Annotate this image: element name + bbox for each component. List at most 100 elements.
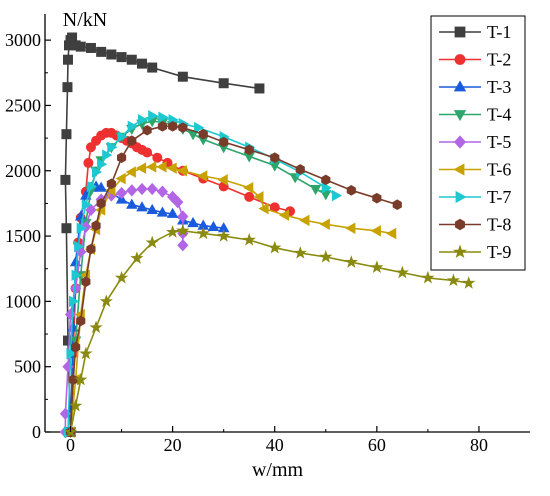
y-tick-label: 2500 xyxy=(5,95,41,115)
legend-box xyxy=(430,15,526,271)
data-point xyxy=(217,229,231,242)
data-point xyxy=(344,255,358,268)
legend-item: T-4 xyxy=(439,105,511,125)
legend-item: T-6 xyxy=(439,160,511,180)
y-tick-label: 1500 xyxy=(5,226,41,246)
data-point xyxy=(244,144,254,156)
data-point xyxy=(106,178,116,190)
data-point xyxy=(331,189,343,202)
series-t-7 xyxy=(63,110,343,438)
series-t-9 xyxy=(63,223,476,438)
data-point xyxy=(157,121,168,132)
data-point xyxy=(218,78,229,89)
legend-item: T-8 xyxy=(439,215,511,235)
data-point xyxy=(217,174,228,186)
chart-marks xyxy=(59,32,476,439)
legend-marker xyxy=(452,244,468,259)
data-point xyxy=(172,195,184,209)
data-point xyxy=(299,214,310,227)
data-point xyxy=(156,206,169,217)
data-point xyxy=(219,136,229,148)
data-point xyxy=(127,135,137,146)
series-line xyxy=(69,120,327,433)
data-point xyxy=(176,165,187,177)
legend-label: T-5 xyxy=(487,132,511,152)
data-point xyxy=(293,246,307,259)
data-point xyxy=(254,83,265,94)
data-point xyxy=(446,273,461,287)
data-point xyxy=(278,209,290,221)
legend-label: T-8 xyxy=(487,215,511,235)
legend-item: T-5 xyxy=(439,132,511,152)
data-point xyxy=(177,239,189,252)
data-point xyxy=(114,270,129,284)
legend-label: T-9 xyxy=(487,242,511,262)
data-point xyxy=(145,235,159,249)
data-point xyxy=(66,347,77,360)
data-point xyxy=(346,185,356,196)
data-point xyxy=(116,152,127,163)
data-point xyxy=(142,147,153,158)
data-point xyxy=(370,260,384,274)
data-point xyxy=(75,41,86,52)
x-tick-label: 0 xyxy=(66,435,75,455)
y-tick-label: 500 xyxy=(14,357,41,377)
data-point xyxy=(61,129,72,140)
data-point xyxy=(137,114,149,126)
data-point xyxy=(86,243,96,255)
series-line xyxy=(67,115,337,433)
data-point xyxy=(146,203,158,215)
x-tick-label: 40 xyxy=(266,435,284,455)
data-point xyxy=(76,222,87,234)
data-point xyxy=(95,181,107,192)
x-tick-label: 60 xyxy=(368,435,386,455)
data-point xyxy=(107,141,118,153)
data-point xyxy=(142,124,152,136)
data-point xyxy=(61,223,72,234)
data-point xyxy=(89,320,103,334)
legend-marker xyxy=(455,190,467,204)
data-point xyxy=(177,71,188,82)
x-axis-title: w/mm xyxy=(252,459,304,481)
data-point xyxy=(96,46,107,57)
legend-marker xyxy=(454,54,466,65)
data-point xyxy=(462,276,476,289)
data-point xyxy=(372,192,382,204)
data-point xyxy=(106,49,117,60)
data-point xyxy=(198,128,208,140)
data-point xyxy=(125,166,136,178)
data-point xyxy=(97,158,108,170)
plot-frame xyxy=(44,14,530,433)
data-point xyxy=(96,198,106,209)
data-point xyxy=(71,269,82,281)
data-point xyxy=(135,162,147,174)
data-point xyxy=(68,295,80,308)
data-point xyxy=(243,181,254,194)
data-point xyxy=(207,220,220,231)
data-point xyxy=(244,191,255,202)
legend: T-1 T-2 T-3 T-4 T-5 T-6 T-7 T-8 T-9 xyxy=(430,15,526,271)
legend-marker xyxy=(453,163,465,176)
legend-label: T-6 xyxy=(487,160,511,180)
data-point xyxy=(79,346,93,360)
data-point xyxy=(115,186,128,200)
legend-label: T-7 xyxy=(487,187,511,207)
data-point xyxy=(187,216,199,228)
data-point xyxy=(69,398,83,412)
series-t-2 xyxy=(65,127,296,437)
data-point xyxy=(392,199,402,211)
data-point xyxy=(196,226,210,240)
series-line xyxy=(69,229,469,433)
series-t-8 xyxy=(65,121,402,438)
data-point xyxy=(268,240,282,254)
data-point xyxy=(309,184,322,196)
data-point xyxy=(158,111,169,123)
legend-label: T-1 xyxy=(487,22,511,42)
data-point xyxy=(321,181,332,194)
data-point xyxy=(270,152,280,163)
data-point xyxy=(102,149,113,161)
data-point xyxy=(197,170,208,182)
data-point xyxy=(86,180,98,193)
data-point xyxy=(386,227,397,240)
series-t-1 xyxy=(60,32,265,437)
